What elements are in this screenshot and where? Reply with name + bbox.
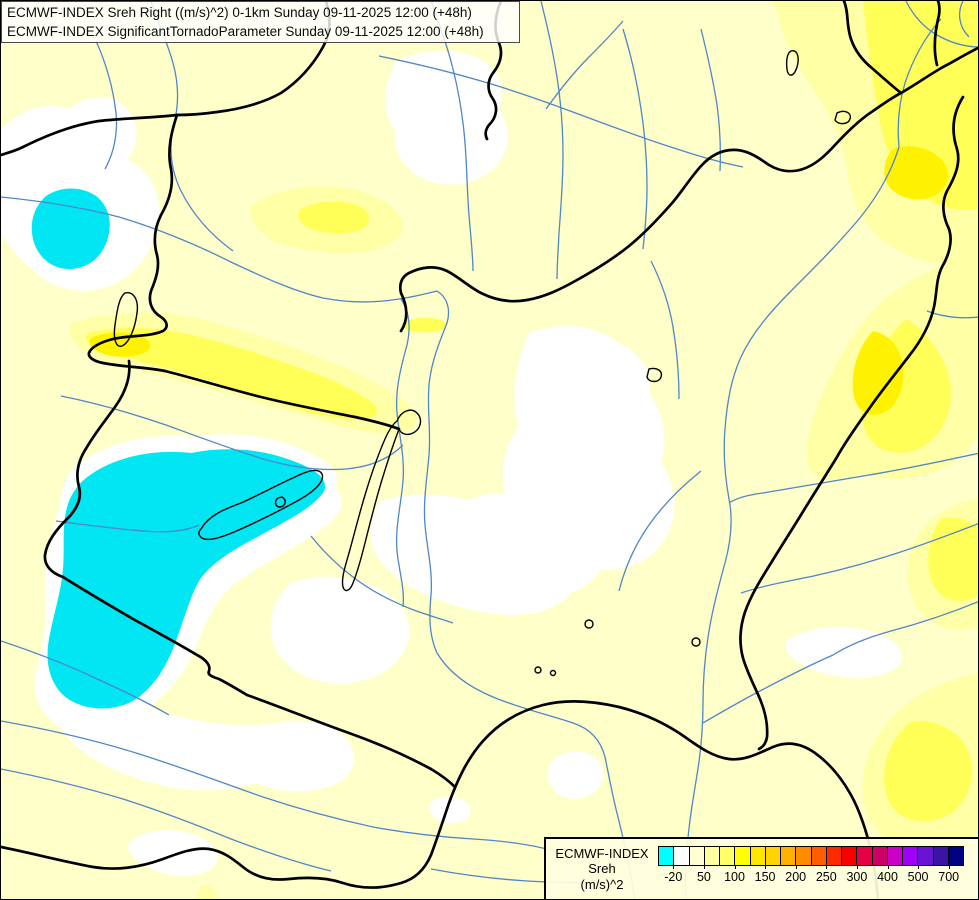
- helicity-band-mid: [86, 1, 978, 822]
- legend-swatch: [795, 847, 811, 865]
- legend-tick-mark: [703, 865, 705, 869]
- legend-swatch: [749, 847, 765, 865]
- legend-swatch: [659, 847, 674, 865]
- legend-swatch: [871, 847, 887, 865]
- helicity-band-strong: [89, 146, 949, 415]
- legend-tick-label: 150: [754, 870, 776, 884]
- small-lake-outline: [584, 619, 594, 629]
- legend-tick-mark: [795, 865, 797, 869]
- legend-tick-label: -20: [664, 870, 683, 884]
- small-lake-outline: [834, 110, 852, 125]
- legend-tick-label: 50: [696, 870, 711, 884]
- small-lake-outline: [691, 637, 701, 647]
- legend-swatch: [841, 847, 857, 865]
- legend-tick-label: 300: [846, 870, 868, 884]
- legend-tick-label: 400: [877, 870, 898, 884]
- legend-swatch: [673, 847, 689, 865]
- legend-tick-label: 250: [815, 870, 837, 884]
- legend-tick-mark: [673, 865, 675, 869]
- legend-swatch: [917, 847, 933, 865]
- legend-swatch: [734, 847, 750, 865]
- legend-tick-mark: [765, 865, 767, 869]
- legend-tick-mark: [826, 865, 828, 869]
- lake-balaton-outline: [198, 469, 324, 541]
- legend-product-name: ECMWF-INDEX: [555, 845, 649, 861]
- legend-swatch: [856, 847, 872, 865]
- legend-tick-mark: [948, 865, 950, 869]
- legend-swatch: [810, 847, 826, 865]
- legend-swatch: [764, 847, 780, 865]
- small-lake-outline: [785, 50, 799, 76]
- lake-ferto-outline: [113, 292, 139, 347]
- legend-swatch: [688, 847, 704, 865]
- legend-tick-mark: [887, 865, 889, 869]
- legend-scale-area: -20 50 100 150 200 250 300 400 500 700: [658, 839, 964, 899]
- small-lake-outline: [646, 367, 663, 383]
- chart-title-box: ECMWF-INDEX Sreh Right ((m/s)^2) 0-1km S…: [1, 1, 520, 43]
- legend-swatch: [902, 847, 918, 865]
- legend-swatch: [780, 847, 796, 865]
- legend-swatch: [703, 847, 719, 865]
- legend-label-block: ECMWF-INDEX Sreh (m/s)^2: [546, 839, 658, 899]
- legend-tick-label: 500: [907, 870, 929, 884]
- legend-tick-mark: [734, 865, 736, 869]
- chart-title-line1: ECMWF-INDEX Sreh Right ((m/s)^2) 0-1km S…: [7, 5, 472, 20]
- legend-tick-mark: [918, 865, 920, 869]
- legend-swatch: [886, 847, 902, 865]
- tihany-peninsula-outline: [274, 496, 286, 508]
- legend-swatch: [932, 847, 948, 865]
- chart-title-line2: ECMWF-INDEX SignificantTornadoParameter …: [7, 23, 484, 39]
- small-lake-outline: [549, 669, 557, 677]
- small-lake-outline: [534, 666, 542, 674]
- legend-swatch: [825, 847, 841, 865]
- legend-tick-label: 200: [785, 870, 807, 884]
- legend-tick-label: 700: [938, 870, 960, 884]
- legend-swatch: [947, 847, 963, 865]
- legend-units: (m/s)^2: [580, 876, 624, 892]
- legend-tick-label: 100: [724, 870, 745, 884]
- danube-bend-channel-outline: [341, 409, 422, 592]
- negative-helicity-region: [31, 188, 326, 709]
- legend-swatch: [719, 847, 735, 865]
- legend-tick-scale: -20 50 100 150 200 250 300 400 500 700: [658, 864, 964, 894]
- legend-color-bar: [658, 846, 964, 866]
- legend-parameter-name: Sreh: [588, 861, 616, 877]
- color-scale-legend: ECMWF-INDEX Sreh (m/s)^2 -20 50 100 150 200 2…: [544, 837, 978, 899]
- legend-tick-mark: [856, 865, 858, 869]
- lake-outlines: [113, 50, 852, 677]
